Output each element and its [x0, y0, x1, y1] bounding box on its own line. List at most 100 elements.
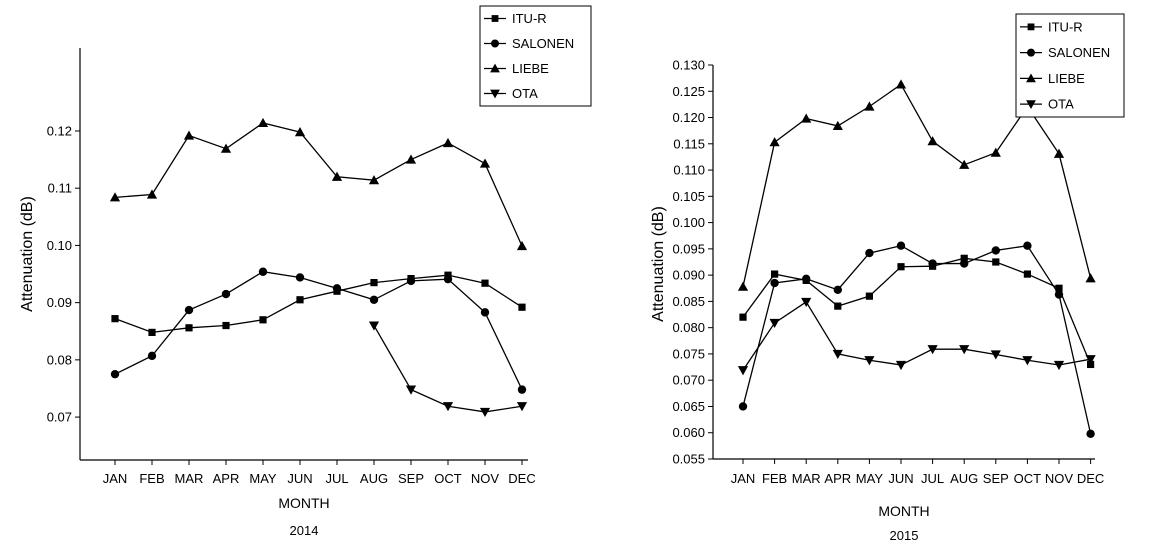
y-axis-title: Attenuation (dB) — [650, 206, 667, 322]
data-point — [111, 315, 119, 323]
legend-marker — [491, 39, 499, 48]
series-line — [742, 257, 1092, 365]
series-ota — [737, 297, 1096, 376]
data-point — [895, 360, 907, 371]
data-point — [110, 369, 120, 379]
data-point — [896, 241, 906, 250]
x-tick-label: MAR — [792, 471, 821, 486]
data-point — [148, 328, 156, 336]
data-point — [739, 313, 747, 321]
data-point — [1023, 241, 1032, 250]
y-tick-label: 0.130 — [672, 58, 705, 73]
x-tick-label: JAN — [103, 471, 128, 486]
data-point — [184, 305, 194, 315]
x-tick-label: DEC — [1077, 471, 1104, 486]
legend-marker — [1027, 48, 1035, 57]
series-salonen — [738, 241, 1095, 438]
data-point — [518, 303, 526, 311]
data-point — [109, 192, 121, 202]
x-tick-label: AUG — [360, 471, 388, 486]
y-tick-label: 0.075 — [672, 346, 705, 361]
data-point — [405, 154, 417, 164]
data-point — [960, 254, 968, 262]
x-axis-title: MONTH — [278, 495, 329, 511]
data-point — [146, 189, 158, 199]
data-point — [864, 356, 875, 366]
data-point — [479, 407, 491, 418]
data-point — [220, 143, 232, 153]
y-tick-label: 0.105 — [672, 189, 705, 204]
legend-marker — [490, 63, 500, 73]
data-point — [443, 274, 453, 284]
series-line — [742, 245, 1092, 434]
legend-box — [1015, 13, 1125, 118]
y-tick-label: 0.085 — [672, 294, 705, 309]
x-tick-label: JUN — [888, 471, 913, 486]
legend-marker — [1026, 100, 1036, 110]
y-tick-label: 0.060 — [672, 425, 705, 440]
legend-label: OTA — [1048, 97, 1074, 112]
data-point — [737, 281, 749, 291]
legend-label: OTA — [512, 86, 538, 101]
chart-2015: 0.055 0.060 0.065 0.070 0.075 0.080 0.085 0.090… — [650, 13, 1125, 543]
y-tick-label: 0.095 — [672, 241, 705, 256]
y-tick-label: 0.07 — [47, 410, 72, 425]
legend-label: ITU-R — [512, 11, 547, 26]
y-tick-label: 0.09 — [47, 295, 72, 310]
data-point — [769, 318, 780, 329]
series-line — [742, 301, 1091, 371]
data-point — [185, 324, 193, 332]
series-line — [114, 122, 523, 247]
data-point — [864, 101, 875, 111]
x-tick-label: SEP — [983, 471, 1009, 486]
legend-marker — [1027, 23, 1035, 31]
x-axis-title: MONTH — [878, 503, 929, 519]
legend-label: LIEBE — [512, 61, 549, 76]
data-point — [1054, 290, 1064, 299]
data-point — [802, 274, 811, 284]
year-label: 2015 — [890, 528, 919, 543]
y-tick-label: 0.090 — [672, 268, 705, 283]
data-point — [1085, 273, 1096, 283]
data-point — [1022, 356, 1033, 366]
data-point — [221, 289, 231, 299]
y-tick-label: 0.070 — [672, 373, 705, 388]
data-point — [897, 263, 905, 271]
data-point — [516, 402, 528, 412]
data-point — [368, 175, 380, 185]
x-tick-label: FEB — [762, 471, 787, 486]
x-tick-label: JUN — [287, 471, 312, 486]
data-point — [865, 292, 873, 300]
x-tick-label: JAN — [731, 471, 756, 486]
data-point — [770, 278, 779, 288]
data-point — [442, 137, 454, 148]
chart-2014: 0.07 0.08 0.09 0.10 0.11 0.12 JAN FEB MAR APR MAY J… — [19, 5, 592, 538]
data-point — [332, 284, 342, 293]
legend-label: SALONEN — [1048, 45, 1110, 60]
data-point — [832, 120, 843, 131]
data-point — [991, 246, 1000, 255]
y-axis-title: Attenuation (dB) — [19, 196, 36, 312]
x-tick-label: DEC — [508, 471, 535, 486]
data-point — [992, 258, 1000, 266]
data-point — [1085, 355, 1096, 365]
legend-box — [479, 5, 592, 107]
data-point — [369, 295, 379, 304]
data-point — [481, 279, 489, 287]
data-point — [259, 316, 267, 324]
x-tick-label: MAR — [175, 471, 204, 486]
y-tick-label: 0.055 — [672, 452, 705, 467]
series-itu-r — [111, 271, 526, 336]
y-tick-label: 0.125 — [672, 84, 705, 99]
data-point — [294, 127, 306, 137]
data-point — [834, 302, 842, 310]
x-tick-label: APR — [824, 471, 851, 486]
data-point — [1023, 270, 1031, 278]
data-point — [222, 321, 230, 330]
data-point — [147, 351, 157, 361]
series-line — [373, 325, 523, 413]
legend-marker — [490, 89, 500, 99]
data-point — [832, 349, 843, 360]
data-point — [801, 113, 812, 123]
data-point — [370, 279, 378, 287]
